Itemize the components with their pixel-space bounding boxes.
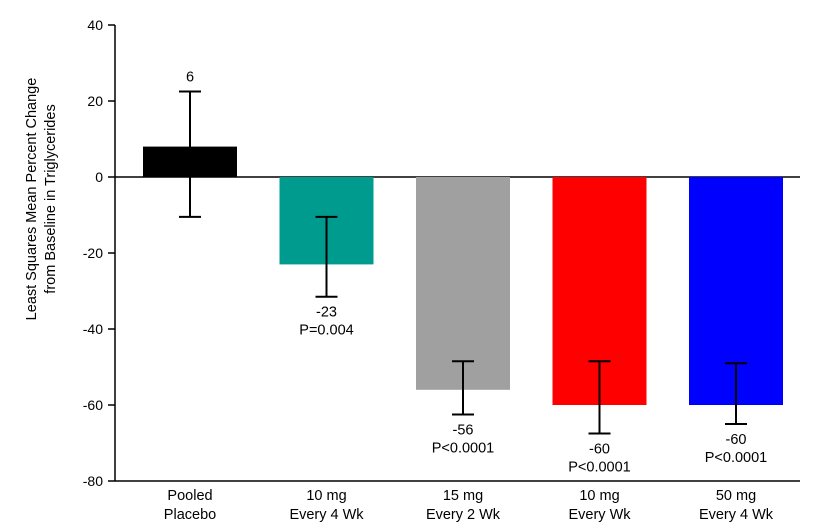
- bar: [416, 177, 510, 390]
- x-category-label: Every 2 Wk: [426, 507, 501, 523]
- y-tick-label: -20: [83, 245, 103, 261]
- p-value-label: P<0.0001: [705, 450, 768, 466]
- y-tick-label: 20: [87, 93, 103, 109]
- x-category-label: Placebo: [164, 507, 216, 523]
- p-value-label: P<0.0001: [568, 460, 631, 476]
- value-label: -60: [589, 442, 610, 458]
- x-category-label: Pooled: [167, 488, 212, 504]
- y-axis-label-line-1: Least Squares Mean Percent Change: [24, 78, 40, 321]
- y-tick-label: -40: [83, 321, 103, 337]
- y-axis-label-line-2: from Baseline in Triglycerides: [43, 104, 59, 293]
- y-tick-label: 40: [87, 17, 103, 33]
- value-label: -23: [316, 305, 337, 321]
- x-category-label: Every Wk: [568, 507, 631, 523]
- y-tick-label: -80: [83, 473, 103, 489]
- x-category-label: Every 4 Wk: [699, 507, 774, 523]
- x-category-label: Every 4 Wk: [289, 507, 364, 523]
- x-category-label: 10 mg: [579, 488, 619, 504]
- y-tick-label: -60: [83, 397, 103, 413]
- x-category-label: 10 mg: [306, 488, 346, 504]
- value-label: 6: [186, 70, 194, 86]
- x-category-label: 50 mg: [716, 488, 756, 504]
- value-label: -56: [453, 423, 474, 439]
- p-value-label: P<0.0001: [432, 441, 495, 457]
- y-tick-label: 0: [95, 169, 103, 185]
- x-category-label: 15 mg: [443, 488, 483, 504]
- p-value-label: P=0.004: [299, 323, 353, 339]
- value-label: -60: [726, 432, 747, 448]
